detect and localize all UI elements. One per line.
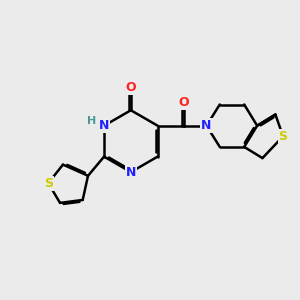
Text: N: N: [99, 119, 109, 132]
Text: N: N: [126, 166, 136, 178]
Text: S: S: [279, 130, 288, 143]
Text: O: O: [178, 96, 189, 109]
Text: N: N: [201, 119, 212, 132]
Text: S: S: [44, 177, 53, 190]
Text: O: O: [125, 81, 136, 94]
Text: H: H: [87, 116, 96, 126]
